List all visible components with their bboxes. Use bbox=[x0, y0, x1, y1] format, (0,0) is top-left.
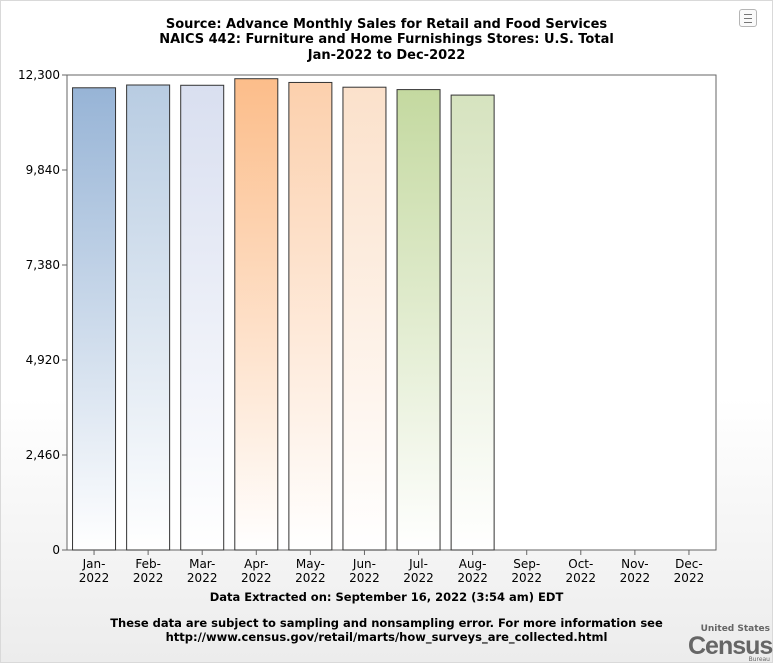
x-tick-label: Jan- bbox=[82, 557, 106, 571]
x-tick-label: Feb- bbox=[135, 557, 161, 571]
x-tick-label: Apr- bbox=[244, 557, 268, 571]
x-tick-label: 2022 bbox=[566, 571, 597, 585]
x-tick-label: 2022 bbox=[511, 571, 542, 585]
x-tick-label: 2022 bbox=[349, 571, 380, 585]
x-tick-label: Jun- bbox=[352, 557, 376, 571]
x-tick-label: 2022 bbox=[620, 571, 651, 585]
x-tick-label: May- bbox=[296, 557, 325, 571]
y-tick-label: 0 bbox=[52, 543, 60, 557]
x-tick-label: 2022 bbox=[295, 571, 326, 585]
chart-menu-button[interactable] bbox=[739, 9, 757, 27]
x-tick-label: 2022 bbox=[457, 571, 488, 585]
bar-jan-2022 bbox=[72, 87, 117, 551]
y-tick-label: 9,840 bbox=[26, 163, 60, 177]
bar-jun-2022 bbox=[342, 86, 387, 551]
x-tick-label: Aug- bbox=[459, 557, 487, 571]
menu-icon bbox=[744, 14, 752, 15]
x-tick-label: Oct- bbox=[568, 557, 593, 571]
bar-jul-2022 bbox=[396, 89, 441, 551]
chart-title-line-1: Source: Advance Monthly Sales for Retail… bbox=[165, 17, 608, 32]
x-tick-label: 2022 bbox=[241, 571, 272, 585]
y-tick-label: 4,920 bbox=[26, 353, 60, 367]
bar-aug-2022 bbox=[450, 94, 495, 551]
x-tick-label: 2022 bbox=[79, 571, 110, 585]
x-tick-label: 2022 bbox=[674, 571, 705, 585]
disclaimer-link[interactable]: http://www.census.gov/retail/marts/how_s… bbox=[165, 630, 608, 644]
x-tick-label: Dec- bbox=[675, 557, 703, 571]
x-tick-label: Sep- bbox=[513, 557, 540, 571]
y-tick-label: 12,300 bbox=[18, 68, 60, 82]
chart-title-line-3: Jan-2022 to Dec-2022 bbox=[307, 48, 466, 63]
x-tick-label: 2022 bbox=[403, 571, 434, 585]
x-tick-label: 2022 bbox=[187, 571, 218, 585]
y-tick-label: 7,380 bbox=[26, 258, 60, 272]
chart-title-line-2: NAICS 442: Furniture and Home Furnishing… bbox=[159, 32, 614, 47]
bar-apr-2022 bbox=[234, 78, 279, 551]
y-tick-label: 2,460 bbox=[26, 448, 60, 462]
x-tick-label: Nov- bbox=[621, 557, 648, 571]
data-extracted-note: Data Extracted on: September 16, 2022 (3… bbox=[209, 590, 564, 604]
plot-area bbox=[66, 74, 717, 551]
x-tick-label: 2022 bbox=[133, 571, 164, 585]
x-tick-label: Mar- bbox=[189, 557, 215, 571]
x-tick-label: Jul- bbox=[408, 557, 428, 571]
census-bureau-logo: United States Census Bureau bbox=[688, 624, 773, 663]
bar-may-2022 bbox=[288, 81, 333, 551]
bar-feb-2022 bbox=[126, 84, 171, 551]
bar-mar-2022 bbox=[180, 84, 225, 551]
disclaimer-line-1: These data are subject to sampling and n… bbox=[110, 616, 663, 630]
